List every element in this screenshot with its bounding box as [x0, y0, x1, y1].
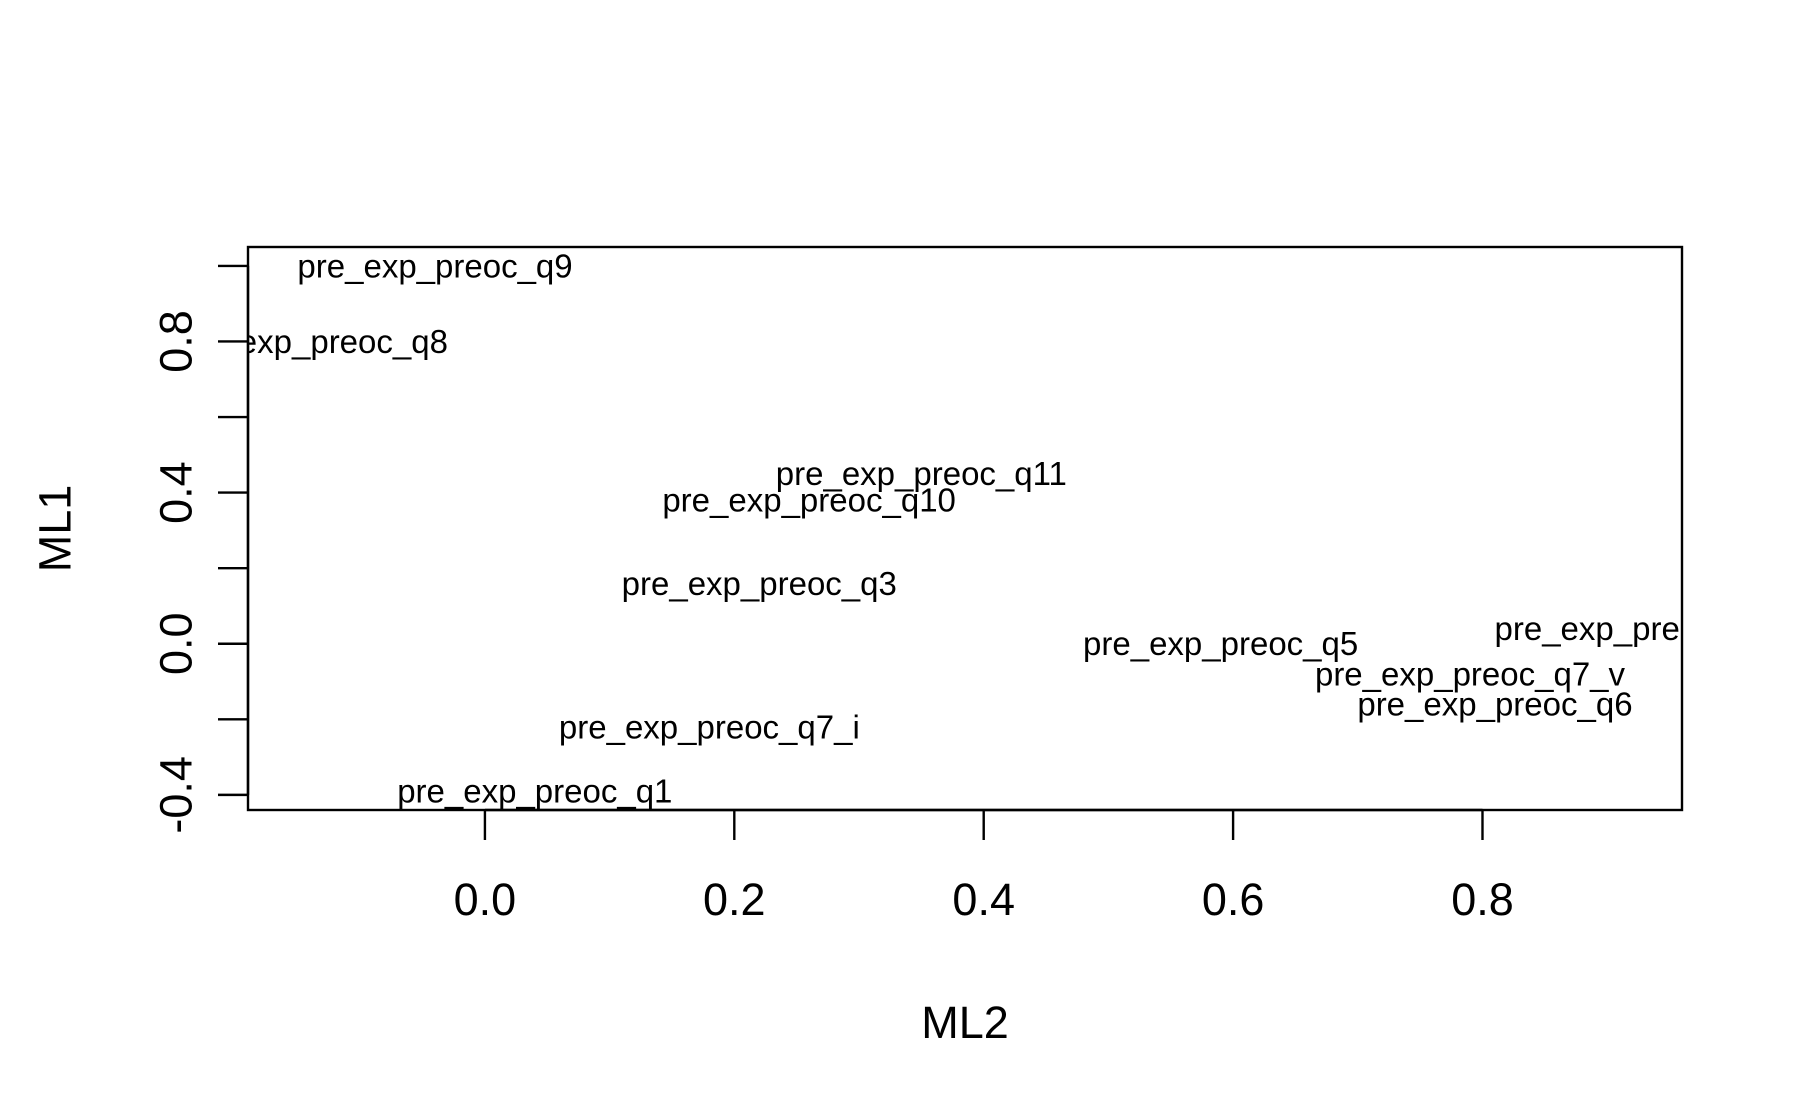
point-labels: pre_exp_preoc_q9 pre_exp_preoc_q8 pre_exp_…: [173, 247, 1770, 810]
x-tick-label: 0.4: [952, 874, 1015, 925]
y-tick-label: 0.8: [151, 310, 202, 373]
point-label: pre_exp_preoc_q8: [173, 323, 448, 360]
point-label: pre_exp_preoc_q4: [1495, 610, 1770, 647]
y-tick-label: 0.0: [151, 612, 202, 675]
y-tick-label: 0.4: [151, 461, 202, 524]
y-axis-title: ML1: [30, 485, 81, 573]
point-label: pre_exp_preoc_q1: [397, 773, 672, 810]
x-axis: 0.0 0.2 0.4 0.6 0.8: [454, 808, 1514, 925]
point-label: pre_exp_preoc_q9: [297, 247, 572, 284]
y-axis: -0.4 0.0 0.4 0.8: [151, 264, 250, 834]
x-tick-label: 0.2: [703, 874, 766, 925]
x-axis-title: ML2: [921, 997, 1009, 1048]
point-label: pre_exp_preoc_q5: [1083, 625, 1358, 662]
x-tick-label: 0.8: [1451, 874, 1514, 925]
plot-frame: [246, 245, 1684, 812]
x-tick-label: 0.0: [454, 874, 517, 925]
point-label: pre_exp_preoc_q10: [662, 482, 956, 519]
point-label: pre_exp_preoc_q6: [1357, 686, 1632, 723]
point-label: pre_exp_preoc_q7_v: [1315, 655, 1626, 692]
x-tick-label: 0.6: [1202, 874, 1265, 925]
point-label: pre_exp_preoc_q7_i: [559, 708, 860, 745]
y-tick-label: -0.4: [151, 756, 202, 834]
point-label: pre_exp_preoc_q3: [622, 565, 897, 602]
point-label: pre_exp_preoc_q11: [776, 455, 1067, 492]
